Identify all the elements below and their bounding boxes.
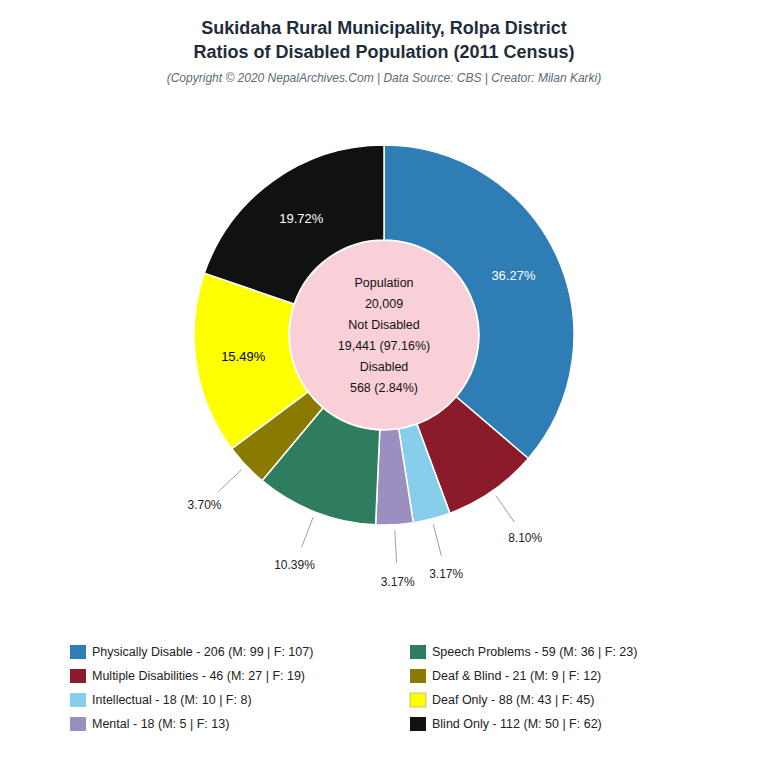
legend-swatch (70, 669, 86, 683)
legend-entry: Mental - 18 (M: 5 | F: 13) (92, 717, 229, 731)
data-label: 8.10% (508, 531, 542, 545)
annotation: Disabled (360, 360, 409, 374)
legend-entry: Physically Disable - 206 (M: 99 | F: 107… (92, 645, 313, 659)
annotation: 19,441 (97.16%) (338, 339, 430, 353)
legend-swatch (70, 693, 86, 707)
legend-swatch (70, 717, 86, 731)
legend-swatch (70, 645, 86, 659)
legend-entry: Deaf Only - 88 (M: 43 | F: 45) (432, 693, 594, 707)
background (0, 0, 768, 768)
data-label: 3.17% (381, 575, 415, 589)
title: Ratios of Disabled Population (2011 Cens… (193, 42, 574, 62)
chart: Sukidaha Rural Municipality, Rolpa Distr… (0, 0, 768, 768)
annotation: Population (354, 276, 413, 290)
legend-swatch (410, 717, 426, 731)
annotation: 568 (2.84%) (350, 381, 418, 395)
legend: Physically Disable - 206 (M: 99 | F: 107… (70, 645, 637, 731)
subtitle: (Copyright © 2020 NepalArchives.Com | Da… (167, 71, 602, 85)
leader-line (433, 524, 441, 555)
leader-line (395, 530, 397, 562)
annotation: 20,009 (365, 297, 403, 311)
title: Sukidaha Rural Municipality, Rolpa Distr… (201, 18, 567, 38)
legend-entry: Speech Problems - 59 (M: 36 | F: 23) (432, 645, 637, 659)
data-label: 3.70% (188, 498, 222, 512)
legend-entry: Deaf & Blind - 21 (M: 9 | F: 12) (432, 669, 601, 683)
legend-swatch (410, 693, 426, 707)
data-label: 10.39% (274, 558, 315, 572)
legend-entry: Multiple Disabilities - 46 (M: 27 | F: 1… (92, 669, 305, 683)
data-label: 3.17% (429, 567, 463, 581)
legend-entry: Intellectual - 18 (M: 10 | F: 8) (92, 693, 252, 707)
leader-line (218, 469, 241, 491)
center-hole (290, 241, 478, 429)
data-label: 15.49% (221, 349, 266, 364)
leader-line (301, 517, 313, 547)
legend-swatch (410, 669, 426, 683)
leader-line (496, 496, 514, 523)
slice (376, 429, 414, 525)
data-label: 19.72% (279, 211, 324, 226)
data-label: 36.27% (491, 268, 536, 283)
legend-entry: Blind Only - 112 (M: 50 | F: 62) (432, 717, 602, 731)
data-labels: 36.27% 8.10% 3.17% 3.17% 10.39% 3.70% 15.49% 19… (188, 211, 543, 588)
slices (194, 145, 574, 525)
legend-swatch (410, 645, 426, 659)
annotation: Not Disabled (348, 318, 420, 332)
